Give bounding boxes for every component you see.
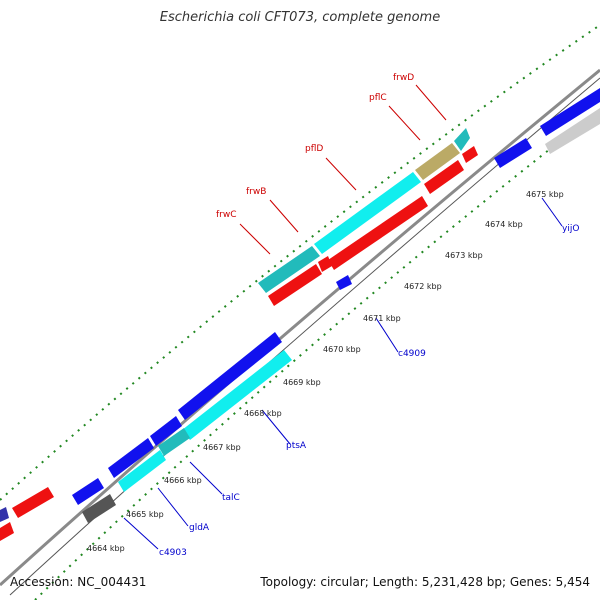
gene-cyan-long-1	[182, 350, 292, 440]
tick-label: 4667 kbp	[203, 443, 241, 452]
outer-ruler	[0, 24, 600, 501]
gene-darkgrey-bl	[82, 494, 116, 523]
tick-label: 4672 kbp	[404, 282, 442, 291]
tick-label: 4673 kbp	[445, 251, 483, 260]
gene-label-yijO[interactable]: yijO	[562, 224, 579, 234]
gene-label-frwD[interactable]: frwD	[393, 73, 414, 83]
gene-blue-bl	[72, 478, 104, 505]
gene-frwC	[258, 246, 320, 293]
gene-label-pflC[interactable]: pflC	[369, 93, 387, 103]
tick-label: 4666 kbp	[164, 476, 202, 485]
gene-blue-small	[336, 275, 352, 290]
tick-label: 4669 kbp	[283, 378, 321, 387]
gene-frwB	[314, 172, 421, 254]
tick-label: 4675 kbp	[526, 190, 564, 199]
gene-label-frwC[interactable]: frwC	[216, 210, 237, 220]
map-title: Escherichia coli CFT073, complete genome	[159, 10, 441, 25]
bottom-leaders	[123, 197, 563, 550]
gene-red-3	[424, 160, 464, 194]
gene-label-gldA[interactable]: gldA	[189, 523, 210, 533]
gene-label-ptsA[interactable]: ptsA	[286, 441, 307, 451]
gene-cyan-long-2	[158, 428, 190, 456]
gene-grey-right	[545, 108, 600, 154]
gene-label-pflD[interactable]: pflD	[305, 144, 323, 154]
gene-blue-right-1	[494, 138, 532, 168]
gene-cluster-top	[258, 88, 600, 306]
gene-blue-long-3	[108, 438, 154, 478]
gene-blue-right-2	[540, 88, 600, 136]
tick-label: 4670 kbp	[323, 345, 361, 354]
gene-blue-long-1	[178, 332, 282, 420]
gene-label-c4903[interactable]: c4903	[159, 548, 187, 558]
genome-summary-text: Topology: circular; Length: 5,231,428 bp…	[260, 575, 590, 589]
inner-ruler	[34, 109, 600, 600]
gene-pflD	[415, 143, 460, 180]
gene-blue-long-2	[150, 416, 182, 446]
tick-label: 4665 kbp	[126, 510, 164, 519]
top-leaders	[239, 84, 447, 255]
gene-navy-bl	[0, 507, 9, 522]
gene-label-frwB[interactable]: frwB	[246, 187, 266, 197]
gene-red-1	[268, 264, 322, 306]
tick-label: 4674 kbp	[485, 220, 523, 229]
gene-red-5	[318, 256, 332, 272]
gene-pflC	[454, 128, 470, 151]
tick-label: 4671 kbp	[363, 314, 401, 323]
gene-red-bl	[12, 487, 54, 518]
gene-cyan-long-3	[118, 450, 166, 492]
gene-red-bl-2	[0, 522, 14, 541]
genome-backbone	[0, 68, 600, 587]
gene-label-talC[interactable]: talC	[222, 493, 240, 503]
accession-text: Accession: NC_004431	[10, 575, 147, 589]
gene-red-4	[462, 146, 478, 163]
tick-label: 4668 kbp	[244, 409, 282, 418]
gene-label-c4909[interactable]: c4909	[398, 349, 426, 359]
tick-label: 4664 kbp	[87, 544, 125, 553]
gene-cluster-bottom	[0, 332, 292, 541]
gene-red-2	[328, 196, 428, 270]
